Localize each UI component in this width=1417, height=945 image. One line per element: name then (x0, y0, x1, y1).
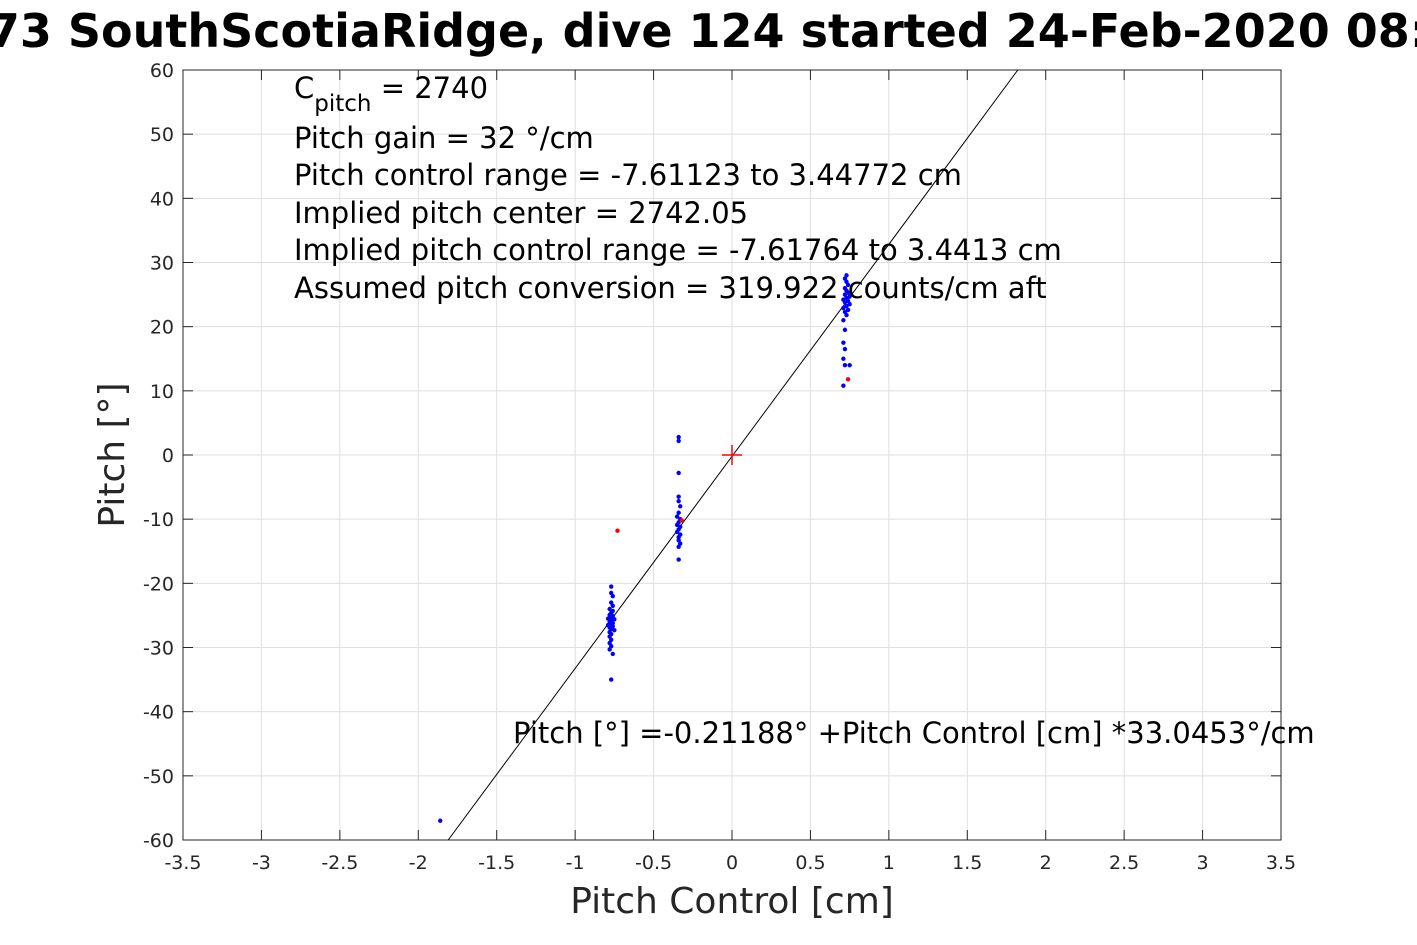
data-point (841, 383, 846, 388)
data-points (438, 273, 852, 823)
y-tick-label: 50 (150, 124, 174, 146)
data-point (676, 434, 681, 440)
y-tick-label: 30 (150, 253, 174, 275)
annotation-pitch-gain: Pitch gain = 32 °/cm (294, 121, 594, 155)
data-point (844, 273, 849, 278)
data-point (676, 470, 681, 476)
data-point (674, 514, 680, 519)
x-tick-label: 3 (1197, 852, 1209, 874)
data-point (841, 318, 846, 323)
data-point (674, 529, 680, 535)
data-point (610, 593, 615, 599)
chart-title: 73 SouthScotiaRidge, dive 124 started 24… (0, 4, 1417, 58)
annotation-c-pitch: Cpitch = 2740 (294, 71, 488, 117)
center-marker-layer (722, 445, 742, 465)
c-pitch-subscript: pitch (314, 91, 371, 117)
data-point (847, 294, 852, 299)
x-tick-label: -0.5 (635, 852, 672, 874)
data-point (609, 677, 614, 682)
y-tick-label: 40 (150, 188, 174, 210)
data-point (847, 362, 852, 368)
annotation-implied-control-range: Implied pitch control range = -7.61764 t… (294, 233, 1062, 267)
c-pitch-value: = 2740 (371, 71, 488, 105)
c-pitch-symbol: C (294, 71, 314, 105)
x-tick-label: -2 (409, 852, 428, 874)
data-point (610, 651, 615, 657)
data-point (679, 518, 685, 523)
data-point (842, 362, 848, 368)
y-tick-label: 0 (162, 445, 174, 467)
x-tick-label: 1 (883, 852, 895, 874)
data-point (845, 307, 851, 313)
y-axis-label: Pitch [°] (92, 382, 133, 527)
axis-ticks: -3.5 -3 -2.5 -2 -1.5 -1 -0.5 0 0.5 1 1.5 2 2.5 3 3.5 -6… (143, 60, 1296, 874)
x-tick-label: -2.5 (321, 852, 358, 874)
x-tick-label: 2 (1040, 852, 1052, 874)
data-point (607, 647, 612, 652)
data-point (676, 499, 681, 504)
x-tick-label: 3.5 (1266, 852, 1296, 874)
data-point (676, 557, 681, 562)
y-tick-label: -20 (143, 573, 174, 595)
data-point (845, 377, 851, 382)
data-point (842, 285, 848, 291)
x-tick-label: 0.5 (795, 852, 825, 874)
annotation-implied-pitch-center: Implied pitch center = 2742.05 (294, 196, 748, 230)
data-point (841, 340, 846, 345)
data-point (438, 818, 443, 823)
data-point (676, 438, 681, 444)
annotation-assumed-conversion: Assumed pitch conversion = 319.922 count… (294, 271, 1047, 305)
x-tick-label: 0 (726, 852, 738, 874)
x-tick-label: -3.5 (164, 852, 201, 874)
y-tick-label: 20 (150, 317, 174, 339)
annotation-pitch-control-range: Pitch control range = -7.61123 to 3.4477… (294, 158, 962, 192)
data-point (841, 356, 846, 361)
data-point (676, 494, 681, 499)
y-tick-label: 60 (150, 60, 174, 82)
data-point (678, 504, 683, 509)
data-point (676, 544, 681, 549)
x-tick-label: -3 (252, 852, 271, 874)
data-point (676, 534, 681, 540)
x-axis-label: Pitch Control [cm] (570, 881, 894, 922)
data-point (615, 528, 620, 533)
y-tick-label: -60 (143, 830, 174, 852)
data-point (676, 510, 681, 515)
y-tick-label: -10 (143, 509, 174, 531)
data-point (842, 346, 848, 352)
data-point (610, 603, 615, 608)
x-tick-label: -1 (566, 852, 585, 874)
data-point (609, 584, 614, 589)
y-tick-label: -50 (143, 766, 174, 788)
y-tick-label: -30 (143, 638, 174, 660)
x-tick-label: 1.5 (952, 852, 982, 874)
y-tick-label: 10 (150, 381, 174, 403)
x-tick-label: -1.5 (478, 852, 515, 874)
x-tick-label: 2.5 (1109, 852, 1139, 874)
annotation-fit-equation: Pitch [°] =-0.21188° +Pitch Control [cm]… (513, 716, 1315, 750)
y-tick-label: -40 (143, 702, 174, 724)
data-point (612, 627, 617, 633)
data-point (842, 327, 848, 333)
